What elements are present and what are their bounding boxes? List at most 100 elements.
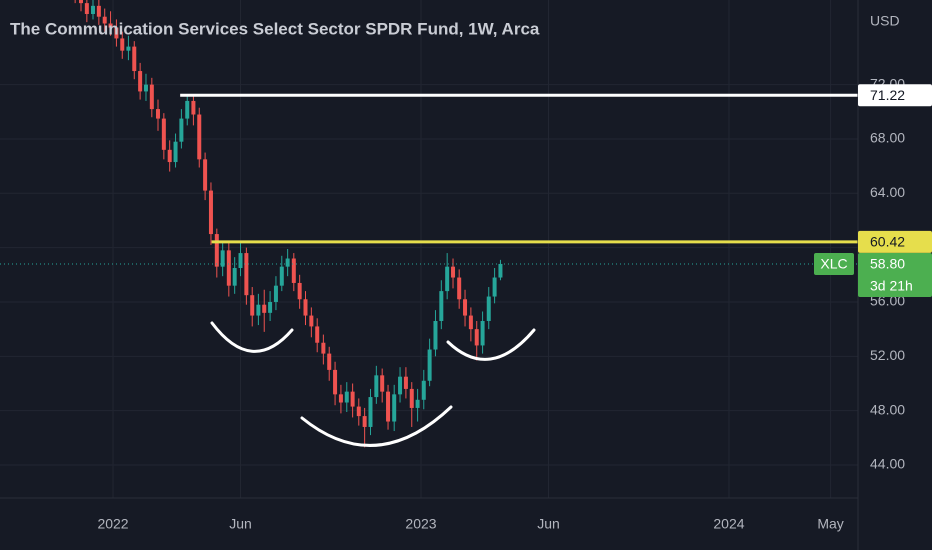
candle-body <box>498 263 503 278</box>
candle-body <box>273 285 278 302</box>
candle-body <box>362 416 367 427</box>
candle-body <box>392 394 397 422</box>
last-price-label: 58.80 <box>870 256 905 272</box>
candle-body <box>445 266 450 292</box>
candle-body <box>84 3 89 14</box>
candle-body <box>486 296 491 321</box>
candle-body <box>433 320 438 350</box>
candle-body <box>149 84 154 110</box>
y-tick-label: 52.00 <box>870 347 905 363</box>
candle-body <box>285 258 290 267</box>
candle-body <box>350 391 355 407</box>
candle-body <box>398 376 403 395</box>
candles <box>74 0 503 448</box>
candle-body <box>321 342 326 354</box>
candle-body <box>114 27 119 39</box>
candle-body <box>167 149 172 163</box>
candle-body <box>214 234 219 267</box>
candle-body <box>374 375 379 398</box>
candle-body <box>191 100 196 115</box>
candle-body <box>132 46 137 72</box>
candle-body <box>492 277 497 297</box>
candle-body <box>78 0 83 4</box>
level-tag-label: 71.22 <box>870 87 905 103</box>
left-shoulder-arc <box>210 321 294 353</box>
right-shoulder-arc <box>446 328 536 361</box>
candle-body <box>303 299 308 316</box>
head-arc <box>300 405 453 447</box>
candle-body <box>427 349 432 381</box>
ticker-label: XLC <box>820 256 847 272</box>
candle-body <box>409 388 414 408</box>
level-tag-label: 60.42 <box>870 234 905 250</box>
candle-body <box>403 376 408 389</box>
candle-body <box>368 397 373 427</box>
x-tick-label: 2024 <box>713 516 744 532</box>
candle-body <box>268 301 273 313</box>
candle-body <box>203 159 208 191</box>
x-tick-label: 2023 <box>405 516 436 532</box>
candle-body <box>421 380 426 400</box>
candle-body <box>197 114 202 160</box>
price-tags: 71.22 60.42 XLC 58.80 3d 21h <box>814 84 932 297</box>
currency-label: USD <box>870 13 900 29</box>
x-tick-label: 2022 <box>97 516 128 532</box>
candle-body <box>179 118 184 142</box>
chart-title: The Communication Services Select Sector… <box>10 19 540 38</box>
candle-body <box>480 320 485 346</box>
candle-body <box>468 315 473 330</box>
candle-body <box>238 253 243 269</box>
y-tick-label: 48.00 <box>870 401 905 417</box>
candle-body <box>138 71 143 92</box>
candle-body <box>344 391 349 403</box>
candle-body <box>91 5 96 14</box>
candle-body <box>250 295 255 316</box>
candle-body <box>143 84 148 92</box>
candle-body <box>256 304 261 316</box>
candle-body <box>463 299 468 316</box>
candle-body <box>309 315 314 327</box>
x-tick-label: Jun <box>537 516 560 532</box>
levels <box>0 93 858 265</box>
candle-body <box>220 250 225 267</box>
candle-body <box>457 277 462 300</box>
candle-body <box>208 190 213 235</box>
candle-body <box>96 5 101 17</box>
candle-body <box>474 329 479 346</box>
candle-body <box>108 23 113 28</box>
candle-body <box>451 266 456 278</box>
ticker-tag <box>814 252 854 275</box>
candle-body <box>338 394 343 403</box>
candle-body <box>185 100 190 119</box>
candle-body <box>439 291 444 321</box>
candle-body <box>415 399 420 408</box>
candle-body <box>232 268 237 286</box>
candle-body <box>380 375 385 392</box>
candle-body <box>120 38 125 51</box>
y-tick-label: 44.00 <box>870 456 905 472</box>
candle-body <box>244 253 249 296</box>
candle-body <box>356 406 361 417</box>
pattern-drawings <box>210 321 536 447</box>
candle-body <box>315 326 320 343</box>
candle-body <box>173 141 178 163</box>
candle-body <box>102 16 107 24</box>
level-tag <box>858 230 932 253</box>
candle-body <box>333 369 338 395</box>
candle-body <box>161 118 166 150</box>
last-price-tag <box>858 252 932 297</box>
level-tag <box>858 84 932 107</box>
x-tick-label: Jun <box>229 516 252 532</box>
candle-body <box>327 353 332 370</box>
y-tick-label: 64.00 <box>870 184 905 200</box>
candle-body <box>297 282 302 300</box>
y-tick-label: 68.00 <box>870 130 905 146</box>
candle-body <box>279 266 284 286</box>
x-tick-label: May <box>817 516 843 532</box>
candle-body <box>155 109 160 119</box>
candle-body <box>226 250 231 286</box>
candle-body <box>126 46 131 51</box>
candle-body <box>386 391 391 422</box>
